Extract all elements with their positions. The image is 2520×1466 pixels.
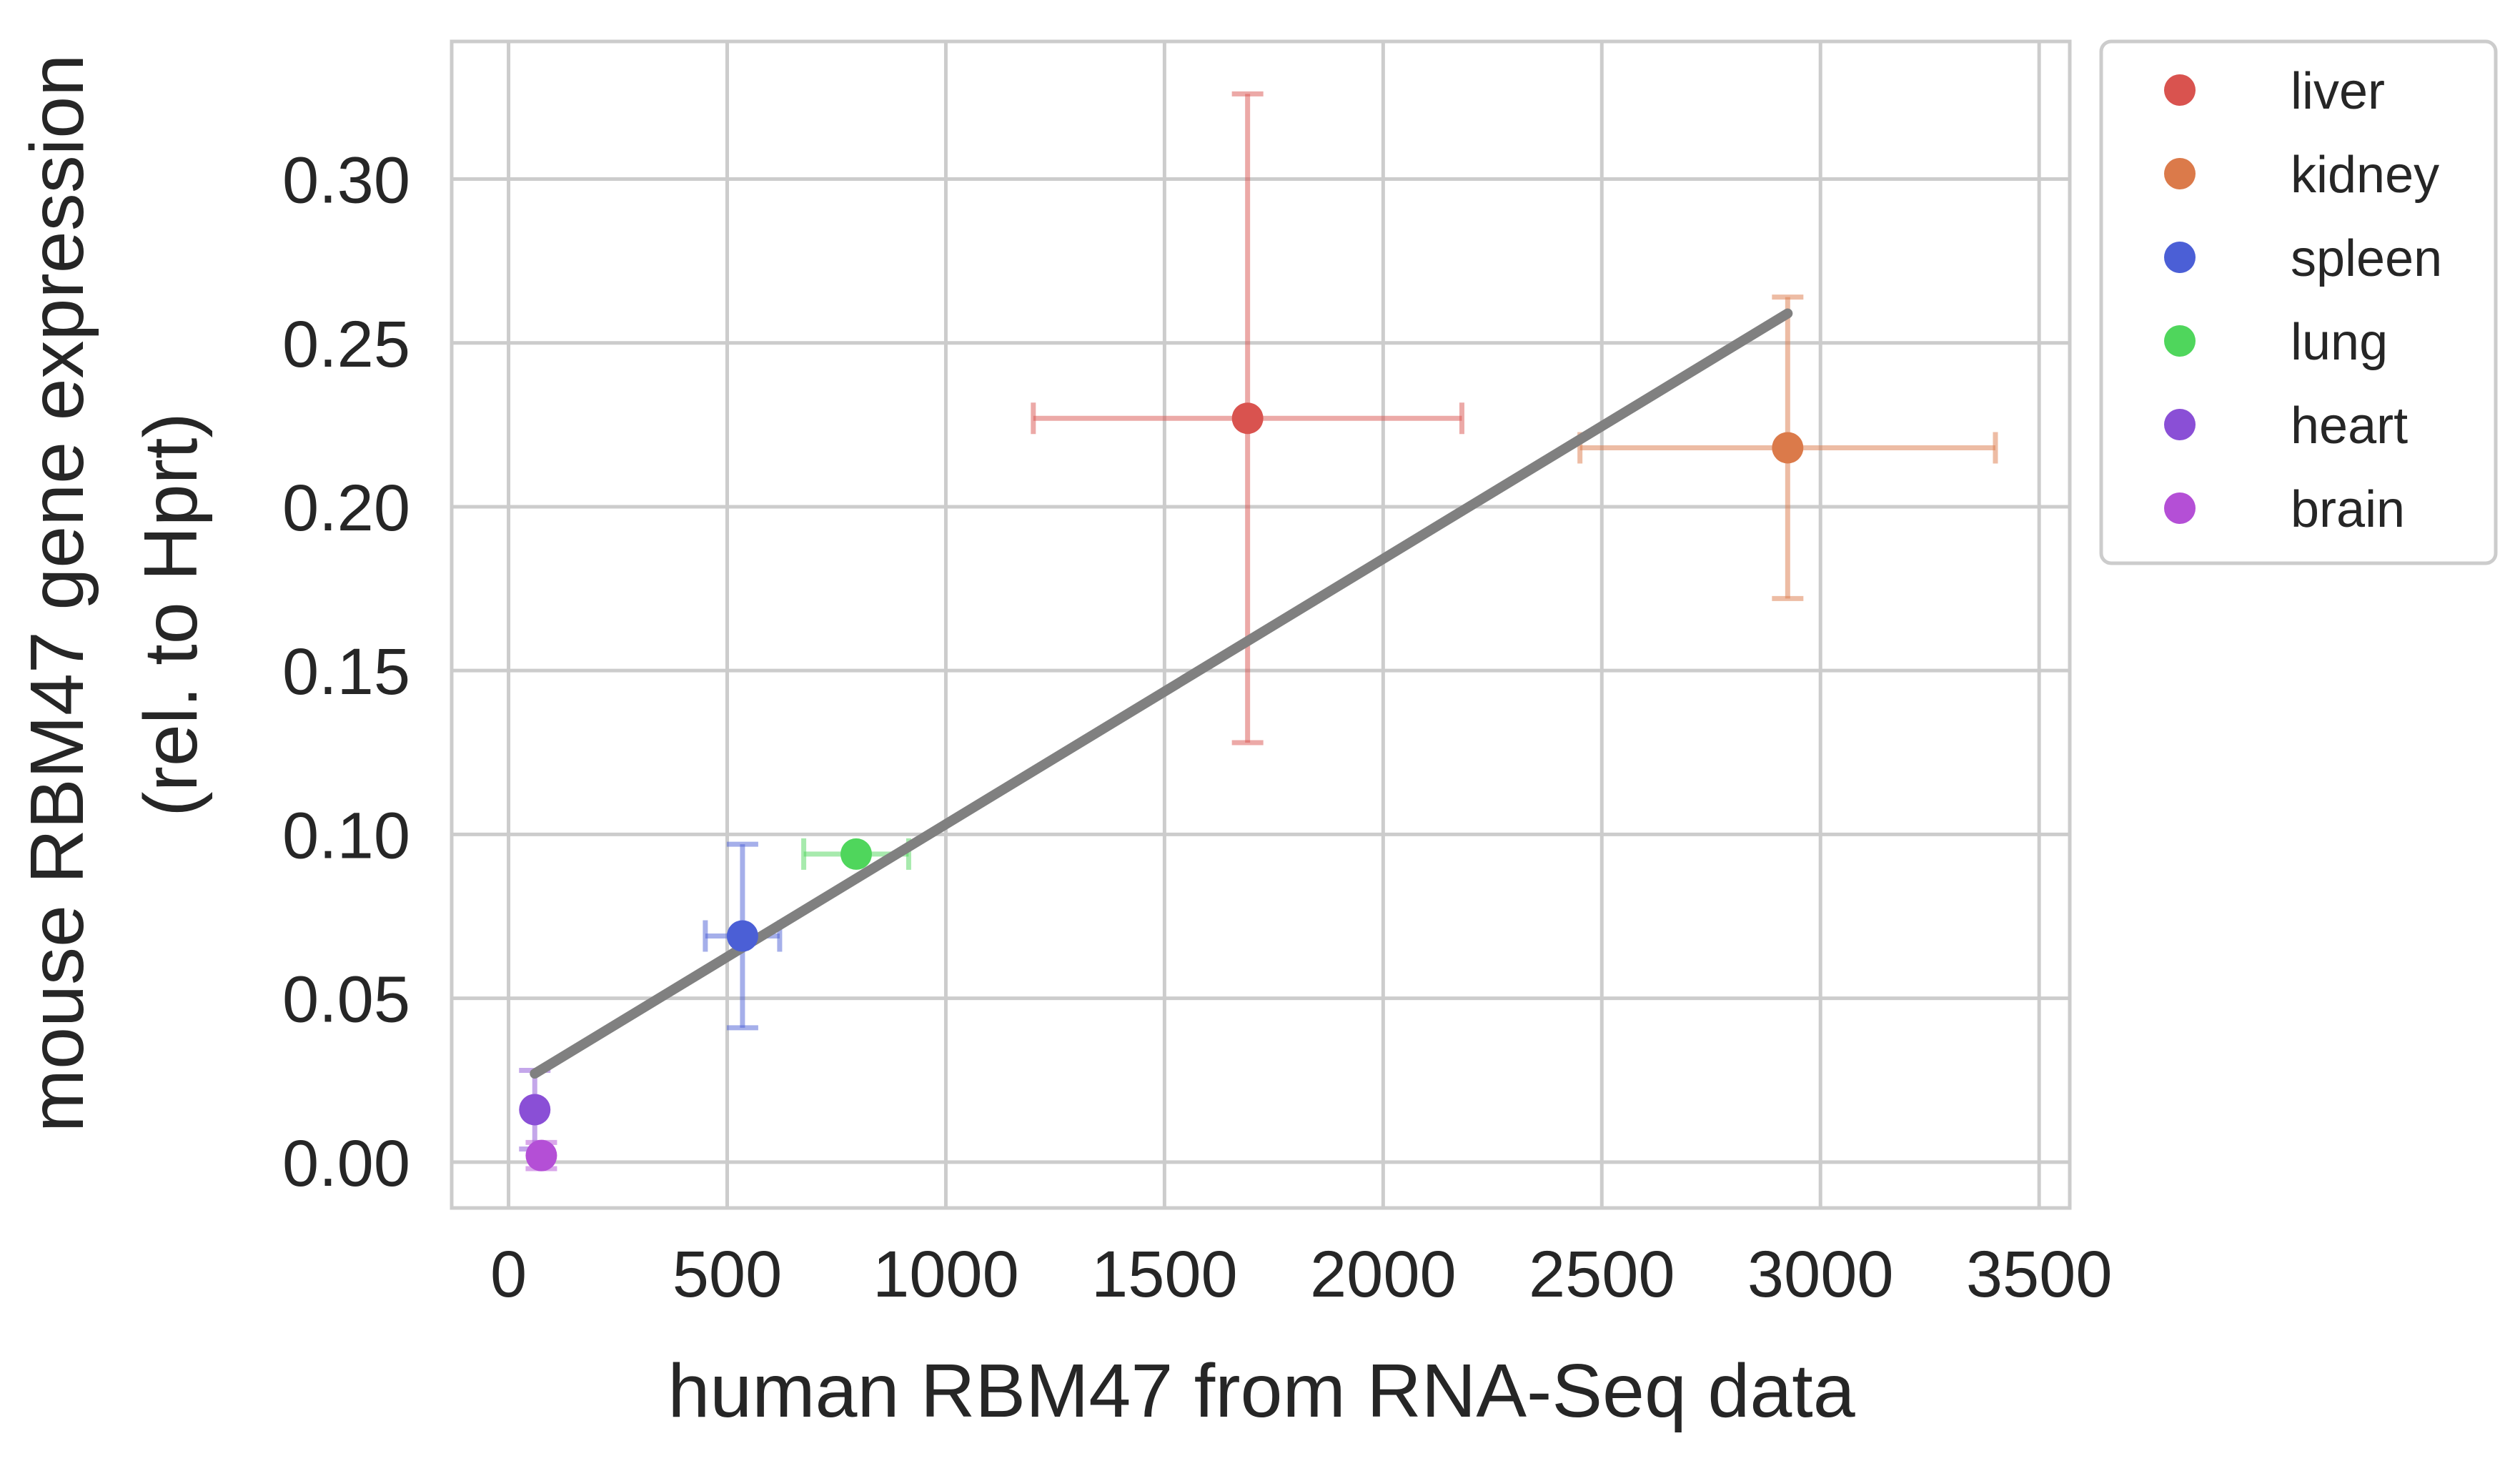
x-tick-label: 0 [490,1238,527,1311]
legend-label-brain: brain [2291,481,2405,538]
point-brain [525,1139,557,1172]
x-tick-label: 2000 [1310,1238,1457,1311]
y-axis-ticks: 0.00 0.05 0.10 0.15 0.20 0.25 0.30 [282,144,410,1200]
grid [452,41,2070,1208]
legend-frame [2099,39,2498,565]
x-tick-label: 500 [673,1238,783,1311]
x-tick-label: 3000 [1747,1238,1894,1311]
legend-marker-brain [2164,492,2196,524]
legend-marker-spleen [2164,242,2196,273]
legend-label-kidney: kidney [2291,147,2439,204]
legend-label-liver: liver [2291,63,2385,120]
x-tick-label: 3500 [1966,1238,2113,1311]
legend-marker-kidney [2164,158,2196,189]
y-tick-label: 0.10 [282,799,410,872]
point-lung [840,838,872,870]
legend-marker-heart [2164,409,2196,440]
x-tick-label: 1000 [873,1238,1019,1311]
x-tick-label: 1500 [1091,1238,1238,1311]
y-tick-label: 0.30 [282,144,410,217]
x-axis-label: human RBM47 from RNA-Seq data [668,1349,1855,1433]
legend-label-spleen: spleen [2291,230,2442,287]
y-tick-label: 0.00 [282,1127,410,1200]
y-tick-label: 0.20 [282,472,410,545]
y-axis-label-line-1: mouse RBM47 gene expression [15,54,99,1132]
legend-marker-lung [2164,325,2196,357]
legend-label-lung: lung [2291,314,2388,371]
data-points [519,402,1804,1172]
point-liver [1231,402,1264,435]
y-tick-label: 0.05 [282,964,410,1036]
y-tick-label: 0.15 [282,635,410,708]
legend-marker-liver [2164,74,2196,106]
plot-area [450,39,2072,1210]
legend-label-heart: heart [2291,397,2408,455]
legend: liver kidney spleen lung heart brain [2099,39,2498,565]
y-tick-label: 0.25 [282,308,410,381]
y-axis-label-line-2: (rel. to Hprt) [129,412,213,816]
point-kidney [1772,432,1804,464]
point-spleen [726,920,758,952]
x-tick-label: 2500 [1529,1238,1675,1311]
point-heart [519,1094,551,1126]
x-axis-ticks: 0 500 1000 1500 2000 2500 3000 3500 [490,1238,2113,1311]
